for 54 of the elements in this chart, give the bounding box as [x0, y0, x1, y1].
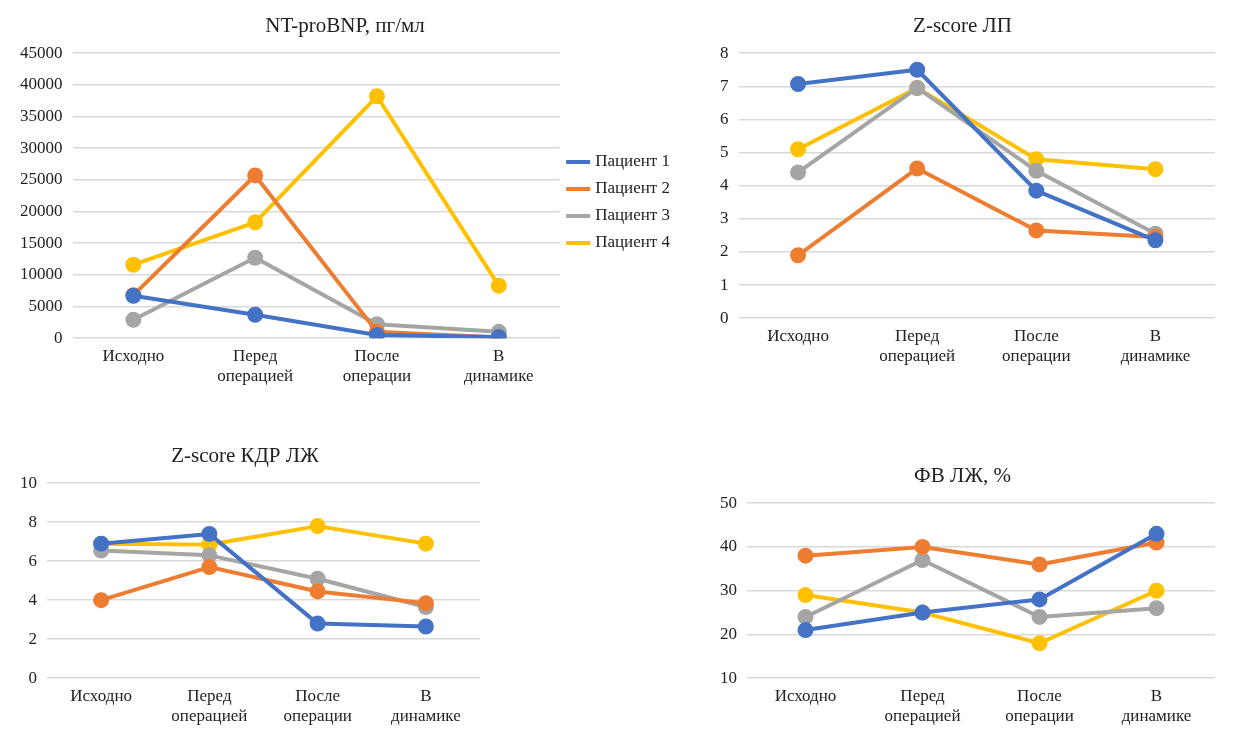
- x-tick-label: В динамике: [391, 685, 461, 726]
- y-tick-label: 40000: [20, 74, 63, 94]
- y-tick-label: 35000: [20, 106, 63, 125]
- x-tick-label: После операции: [342, 345, 412, 386]
- y-tick-label: 10000: [20, 264, 63, 284]
- y-tick-label: 8: [720, 42, 729, 62]
- legend-label: Пациент 1: [595, 151, 670, 171]
- y-tick-label: 45000: [20, 42, 63, 62]
- y-tick-label: 1: [720, 274, 729, 294]
- x-tick-label: Перед операцией: [884, 685, 961, 726]
- y-tick-label: 10: [20, 472, 37, 492]
- x-tick-label: Исходно: [774, 685, 837, 705]
- y-tick-label: 2: [720, 241, 729, 261]
- x-tick-label: В динамике: [463, 345, 534, 386]
- y-tick-label: 50: [720, 492, 737, 512]
- y-tick-label: 25000: [20, 169, 63, 189]
- y-tick-label: 20000: [20, 201, 63, 220]
- chart-title: Z-score ЛП: [913, 13, 1012, 38]
- y-tick-label: 30: [720, 580, 737, 600]
- y-tick-label: 4: [28, 589, 38, 609]
- legend-label: Пациент 2: [595, 178, 670, 198]
- x-tick-label: После операции: [283, 685, 352, 726]
- chart-title: NT-proBNP, пг/мл: [265, 13, 425, 38]
- x-tick-label: После операции: [1002, 325, 1071, 366]
- x-tick-label: В динамике: [1121, 685, 1192, 726]
- x-tick-label: Перед операцией: [879, 325, 956, 366]
- y-tick-label: 15000: [20, 232, 63, 252]
- y-tick-label: 2: [28, 628, 37, 648]
- y-tick-label: 8: [28, 511, 37, 531]
- y-tick-label: 6: [720, 108, 729, 128]
- x-tick-label: После операции: [1005, 685, 1074, 726]
- x-tick-label: Исходно: [70, 685, 132, 705]
- chart-title: ФВ ЛЖ, %: [914, 463, 1011, 488]
- y-tick-label: 5000: [28, 296, 63, 315]
- y-tick-label: 6: [28, 550, 37, 570]
- y-tick-label: 0: [720, 307, 729, 327]
- y-tick-label: 0: [54, 327, 63, 347]
- legend-label: Пациент 4: [595, 232, 671, 252]
- x-tick-label: В динамике: [1120, 325, 1191, 366]
- y-tick-label: 4: [720, 175, 729, 195]
- y-tick-label: 3: [720, 208, 729, 228]
- x-tick-label: Перед операцией: [217, 345, 294, 386]
- x-tick-label: Исходно: [767, 325, 829, 345]
- y-tick-label: 10: [720, 667, 737, 687]
- y-tick-label: 0: [28, 667, 37, 687]
- chart-title: Z-score КДР ЛЖ: [171, 443, 320, 468]
- y-tick-label: 7: [720, 75, 729, 95]
- y-tick-label: 40: [720, 536, 737, 556]
- y-tick-label: 20: [720, 623, 737, 643]
- legend-label: Пациент 3: [595, 205, 670, 225]
- x-tick-label: Исходно: [102, 345, 165, 365]
- y-tick-label: 30000: [20, 137, 63, 157]
- x-tick-label: Перед операцией: [171, 685, 248, 726]
- y-tick-label: 5: [720, 142, 729, 162]
